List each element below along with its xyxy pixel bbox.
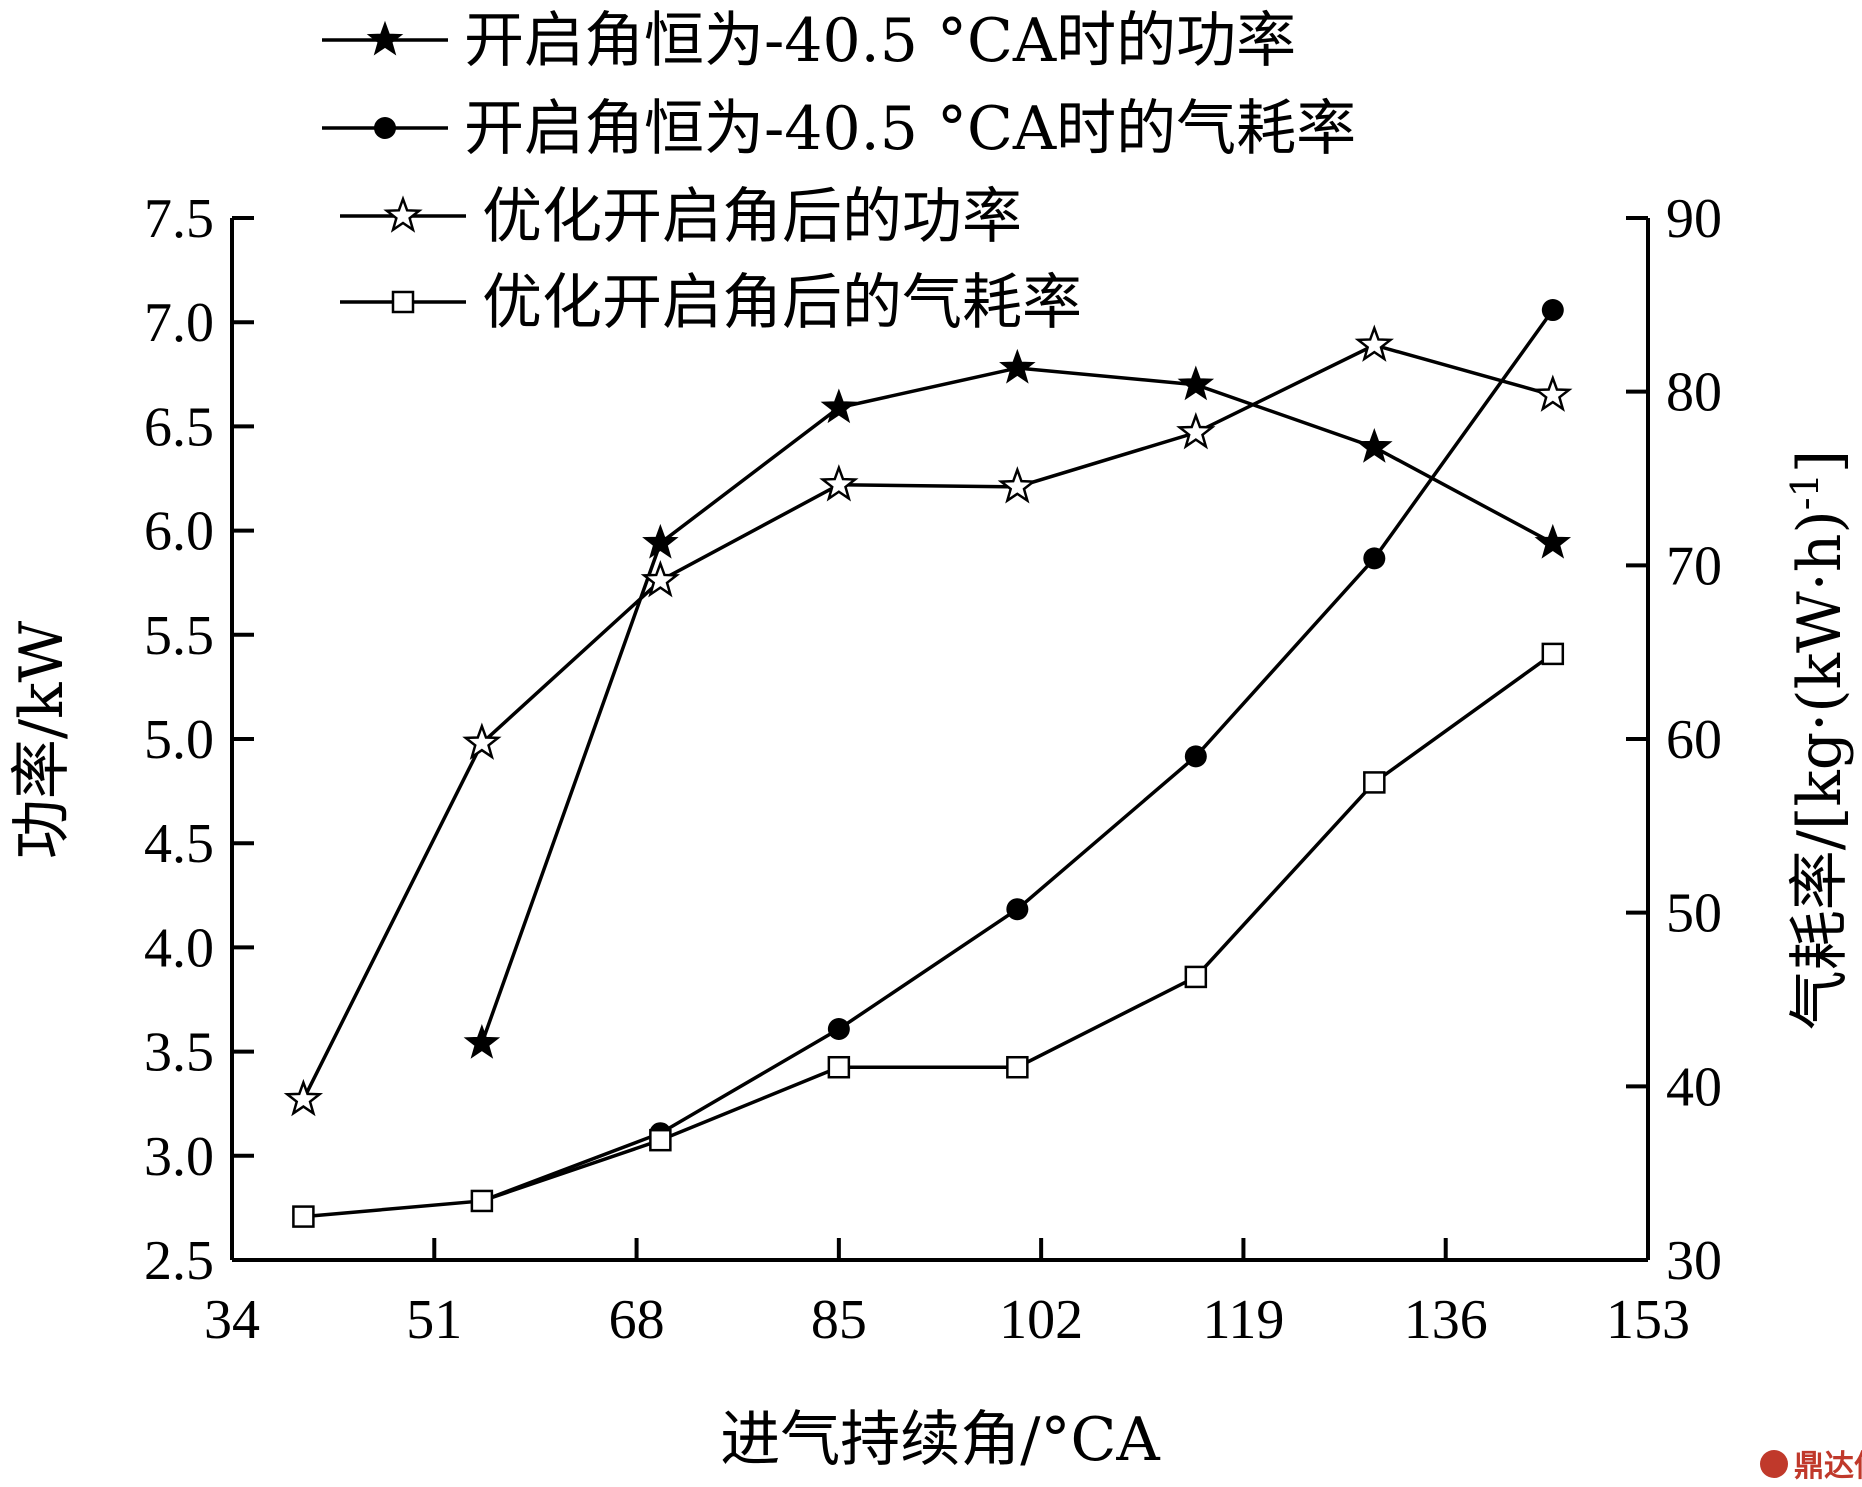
x-tick-label: 119: [1202, 1289, 1284, 1351]
legend-item: 开启角恒为-40.5 °CA时的功率: [322, 6, 1296, 76]
data-point: [997, 466, 1037, 504]
right-y-tick-label: 40: [1666, 1056, 1722, 1118]
data-point: [827, 1018, 850, 1041]
left-y-tick-label: 4.0: [144, 917, 214, 979]
left-y-tick-label: 7.5: [144, 188, 214, 250]
watermark-logo-icon: [1760, 1450, 1788, 1478]
right-y-axis-label-sup: -1: [1783, 473, 1827, 510]
legend-item: 优化开启角后的气耗率: [340, 268, 1082, 338]
left-y-tick-label: 6.0: [144, 501, 214, 563]
right-y-axis-label: 气耗率/[kg·(kW·h)-1]: [1783, 450, 1855, 1030]
right-y-tick-label: 50: [1666, 883, 1722, 945]
x-tick-label: 136: [1404, 1289, 1488, 1351]
data-point: [1177, 365, 1215, 401]
legend-label: 开启角恒为-40.5 °CA时的功率: [464, 6, 1296, 76]
series-line: [301, 343, 1554, 1101]
data-point: [1534, 523, 1572, 559]
data-point: [1363, 771, 1386, 794]
data-point: [292, 1205, 315, 1228]
data-point: [1363, 547, 1386, 570]
left-y-axis-label: 功率/kW: [7, 621, 77, 860]
data-point: [1541, 642, 1565, 666]
right-y-tick-label: 70: [1666, 535, 1722, 597]
x-tick-label: 51: [406, 1289, 462, 1351]
right-y-axis-label-end: ]: [1785, 450, 1855, 473]
legend-marker: [383, 195, 423, 233]
legend-label: 优化开启角后的功率: [482, 182, 1022, 252]
legend-label: 开启角恒为-40.5 °CA时的气耗率: [464, 94, 1356, 164]
data-point: [1006, 898, 1029, 921]
left-y-tick-label: 5.5: [144, 605, 214, 667]
watermark-text: 鼎达信: [1794, 1449, 1862, 1484]
data-point: [1356, 428, 1393, 463]
left-y-tick-label: 3.0: [144, 1126, 214, 1188]
data-point: [640, 559, 681, 598]
right-y-tick-label: 80: [1666, 362, 1722, 424]
data-point: [1184, 965, 1208, 989]
right-y-tick-label: 60: [1666, 709, 1722, 771]
left-y-tick-label: 6.5: [144, 396, 214, 458]
right-y-tick-label: 30: [1666, 1230, 1722, 1292]
legend-marker: [366, 20, 404, 56]
data-point: [649, 1128, 672, 1152]
data-point: [642, 523, 679, 559]
data-point: [462, 722, 502, 760]
right-y-axis-label-main: 气耗率/[kg·(kW·h): [1785, 510, 1855, 1030]
ticks: 34 51 68 85 102 119 136 153 2.5 3.0 3.5 4.0 4.5 5.0 5.…: [144, 188, 1722, 1351]
left-y-tick-label: 7.0: [144, 292, 214, 354]
x-axis-label: 进气持续角/°CA: [720, 1405, 1160, 1475]
data-point: [1184, 745, 1207, 768]
x-tick-label: 85: [811, 1289, 867, 1351]
watermark: 鼎达信: [1760, 1449, 1862, 1484]
x-tick-label: 102: [999, 1289, 1083, 1351]
legend-marker: [391, 290, 415, 314]
left-y-tick-label: 3.5: [144, 1022, 214, 1084]
legend-item: 开启角恒为-40.5 °CA时的气耗率: [322, 94, 1356, 164]
data-point: [820, 388, 858, 424]
data-point: [463, 1024, 501, 1059]
series-layer: [283, 299, 1573, 1228]
x-tick-label: 34: [204, 1289, 260, 1351]
data-point: [1006, 1055, 1029, 1079]
left-y-tick-label: 2.5: [144, 1230, 214, 1292]
data-point: [1541, 299, 1564, 322]
data-point: [827, 1055, 851, 1079]
data-point: [999, 348, 1036, 384]
legend-marker: [374, 117, 396, 139]
data-point: [470, 1189, 494, 1213]
data-point: [1176, 411, 1216, 450]
right-y-tick-label: 90: [1666, 188, 1722, 250]
data-point: [1354, 324, 1394, 362]
series-3: [283, 324, 1573, 1117]
series-1: [463, 348, 1572, 1059]
data-point: [283, 1078, 324, 1117]
left-y-tick-label: 4.5: [144, 813, 214, 875]
legend-label: 优化开启角后的气耗率: [482, 268, 1082, 338]
series-4: [292, 642, 1565, 1228]
x-tick-label: 68: [609, 1289, 665, 1351]
left-y-tick-label: 5.0: [144, 709, 214, 771]
data-point: [1533, 374, 1573, 412]
data-point: [819, 464, 859, 502]
legend-item: 优化开启角后的功率: [340, 182, 1022, 252]
x-tick-label: 153: [1606, 1289, 1690, 1351]
series-line: [303, 652, 1554, 1219]
